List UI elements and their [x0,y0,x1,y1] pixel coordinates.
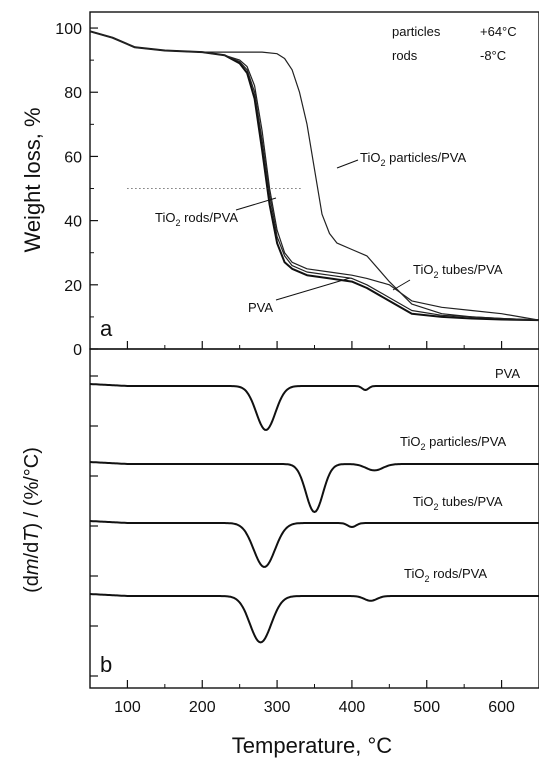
panel-b-curves [89,383,539,644]
panel-b-axes: 100 200 300 400 500 600 [90,375,539,716]
dtg-label-tio2-rods-pva: TiO2 rods/PVA [404,566,487,584]
x-tick-label-400: 400 [339,699,366,716]
label-tubes-pva: TiO2 tubes/PVA [413,262,503,280]
panel-a-axes: 0 20 40 60 80 100 [55,21,539,359]
label-particles-pva: TiO2 particles/PVA [360,150,466,168]
dtg-label-pva: PVA [495,366,520,381]
y-tick-label-a-60: 60 [64,149,82,166]
dtg-curve-tio2-tubes-pva [89,520,539,568]
y-axis-title-a: Weight loss, % [20,107,45,252]
x-tick-label-600: 600 [488,699,515,716]
temp-shift-value-1: -8°C [480,48,506,63]
y-axis-title-b: (dm/dT) / (%/°C) [21,447,43,593]
dtg-curve-tio2-rods-pva [89,593,539,644]
panel-b-frame [89,348,539,689]
label-pva-a: PVA [248,300,273,315]
dtg-label-tio2-tubes-pva: TiO2 tubes/PVA [413,494,503,512]
temp-shift-value-0: +64°C [480,24,517,39]
temp-shift-label-0: particles [392,24,441,39]
arrow-rods [235,197,277,211]
annotations: particles +64°C rods -8°C TiO2 particles/PVA… [155,24,520,584]
panel-a-curves [89,30,539,322]
x-tick-label-300: 300 [264,699,291,716]
dtg-curve-tio2-particles-pva [89,461,539,513]
x-tick-label-100: 100 [114,699,141,716]
y-tick-label-a-40: 40 [64,214,82,231]
panel-label-b: b [100,652,112,677]
arrow-particles [336,159,359,169]
temp-shift-label-1: rods [392,48,418,63]
y-tick-label-a-20: 20 [64,278,82,295]
y-tick-label-a-80: 80 [64,85,82,102]
dtg-label-tio2-particles-pva: TiO2 particles/PVA [400,434,506,452]
x-tick-label-200: 200 [189,699,216,716]
dtg-curve-pva [89,383,539,431]
y-tick-label-a-100: 100 [55,21,82,38]
panel-a-frame [89,11,539,350]
x-tick-label-500: 500 [413,699,440,716]
x-axis-title: Temperature, °C [232,733,393,758]
tga-curve-tio2-particles-pva [89,30,539,321]
label-rods-pva: TiO2 rods/PVA [155,210,238,228]
arrow-tubes [392,279,411,291]
panel-label-a: a [100,316,113,341]
arrow-pva [275,277,351,301]
y-tick-label-a-0: 0 [73,342,82,359]
